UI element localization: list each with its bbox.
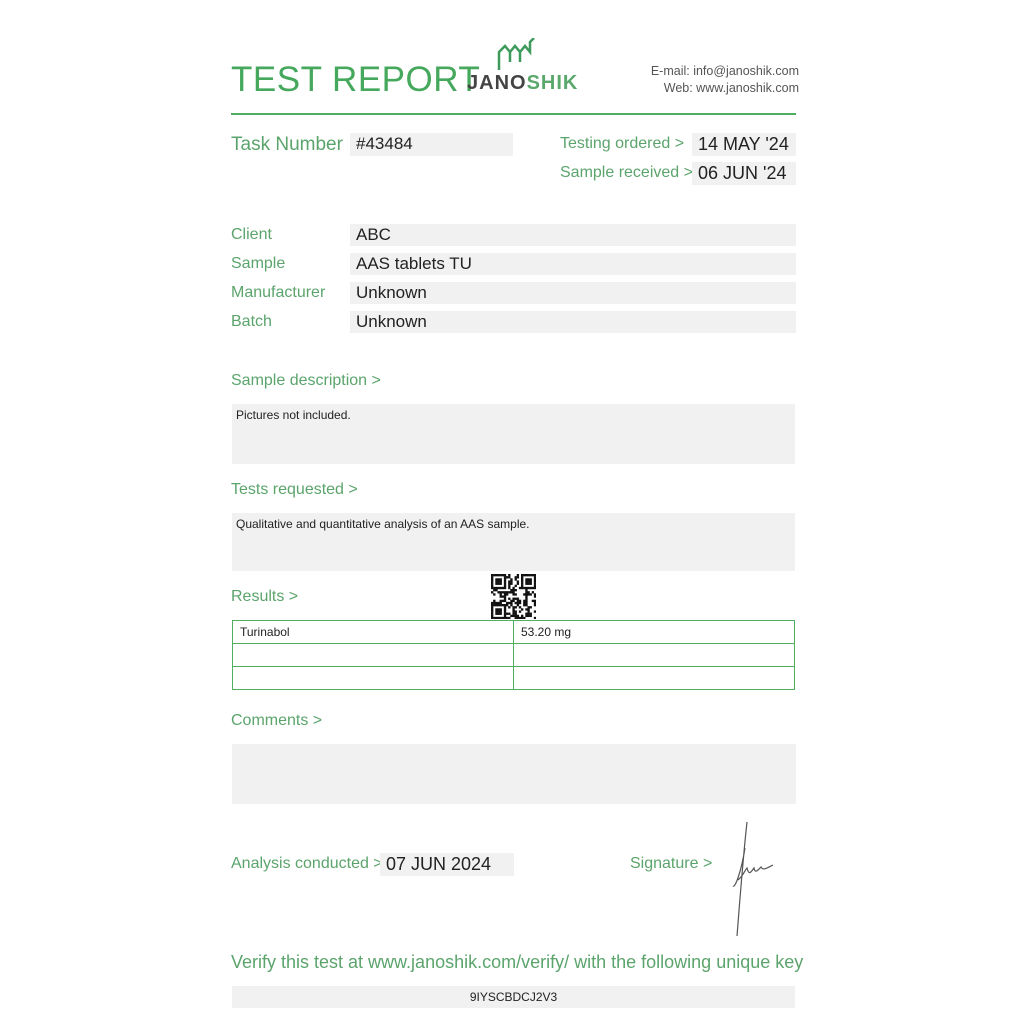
analysis-conducted-label: Analysis conducted >	[231, 855, 383, 872]
batch-value: Unknown	[350, 311, 796, 333]
task-number-value: #43484	[350, 133, 513, 156]
qr-code	[491, 574, 536, 619]
result-substance	[232, 666, 514, 690]
comments-label: Comments >	[231, 712, 323, 729]
sample-value: AAS tablets TU	[350, 253, 796, 275]
manufacturer-value: Unknown	[350, 282, 796, 304]
logo-text: JANOSHIK	[467, 72, 579, 94]
result-substance: Turinabol	[232, 620, 514, 644]
results-table: Turinabol 53.20 mg	[232, 620, 795, 690]
result-amount	[513, 643, 795, 667]
sample-description-value: Pictures not included.	[232, 404, 795, 464]
sample-received-label: Sample received >	[560, 164, 693, 181]
signature-image	[732, 821, 774, 937]
table-row	[232, 643, 795, 667]
task-number-label: Task Number	[231, 134, 343, 155]
analysis-conducted-value: 07 JUN 2024	[380, 853, 514, 876]
comments-value	[232, 744, 796, 804]
contact-email[interactable]: E-mail: info@janoshik.com	[650, 64, 799, 78]
manufacturer-label: Manufacturer	[231, 284, 326, 301]
sample-received-value: 06 JUN '24	[692, 162, 796, 185]
result-amount	[513, 666, 795, 690]
signature-label: Signature >	[630, 855, 713, 872]
tests-requested-value: Qualitative and quantitative analysis of…	[232, 513, 795, 571]
sample-label: Sample	[231, 255, 286, 272]
tests-requested-label: Tests requested >	[231, 481, 358, 498]
result-substance	[232, 643, 514, 667]
table-row: Turinabol 53.20 mg	[232, 620, 795, 644]
client-value: ABC	[350, 224, 796, 246]
batch-label: Batch	[231, 313, 272, 330]
report-title: TEST REPORT	[231, 60, 481, 99]
verify-instructions: Verify this test at www.janoshik.com/ver…	[231, 952, 804, 972]
result-amount: 53.20 mg	[513, 620, 795, 644]
contact-web[interactable]: Web: www.janoshik.com	[663, 81, 799, 95]
testing-ordered-label: Testing ordered >	[560, 135, 685, 152]
logo-icon	[496, 37, 536, 77]
sample-description-label: Sample description >	[231, 372, 381, 389]
results-label: Results >	[231, 588, 299, 605]
client-label: Client	[231, 226, 272, 243]
testing-ordered-value: 14 MAY '24	[692, 133, 796, 156]
header-divider	[231, 113, 796, 115]
contact-info: E-mail: info@janoshik.com Web: www.janos…	[651, 63, 799, 97]
verify-key: 9IYSCBDCJ2V3	[232, 986, 795, 1008]
table-row	[232, 666, 795, 690]
